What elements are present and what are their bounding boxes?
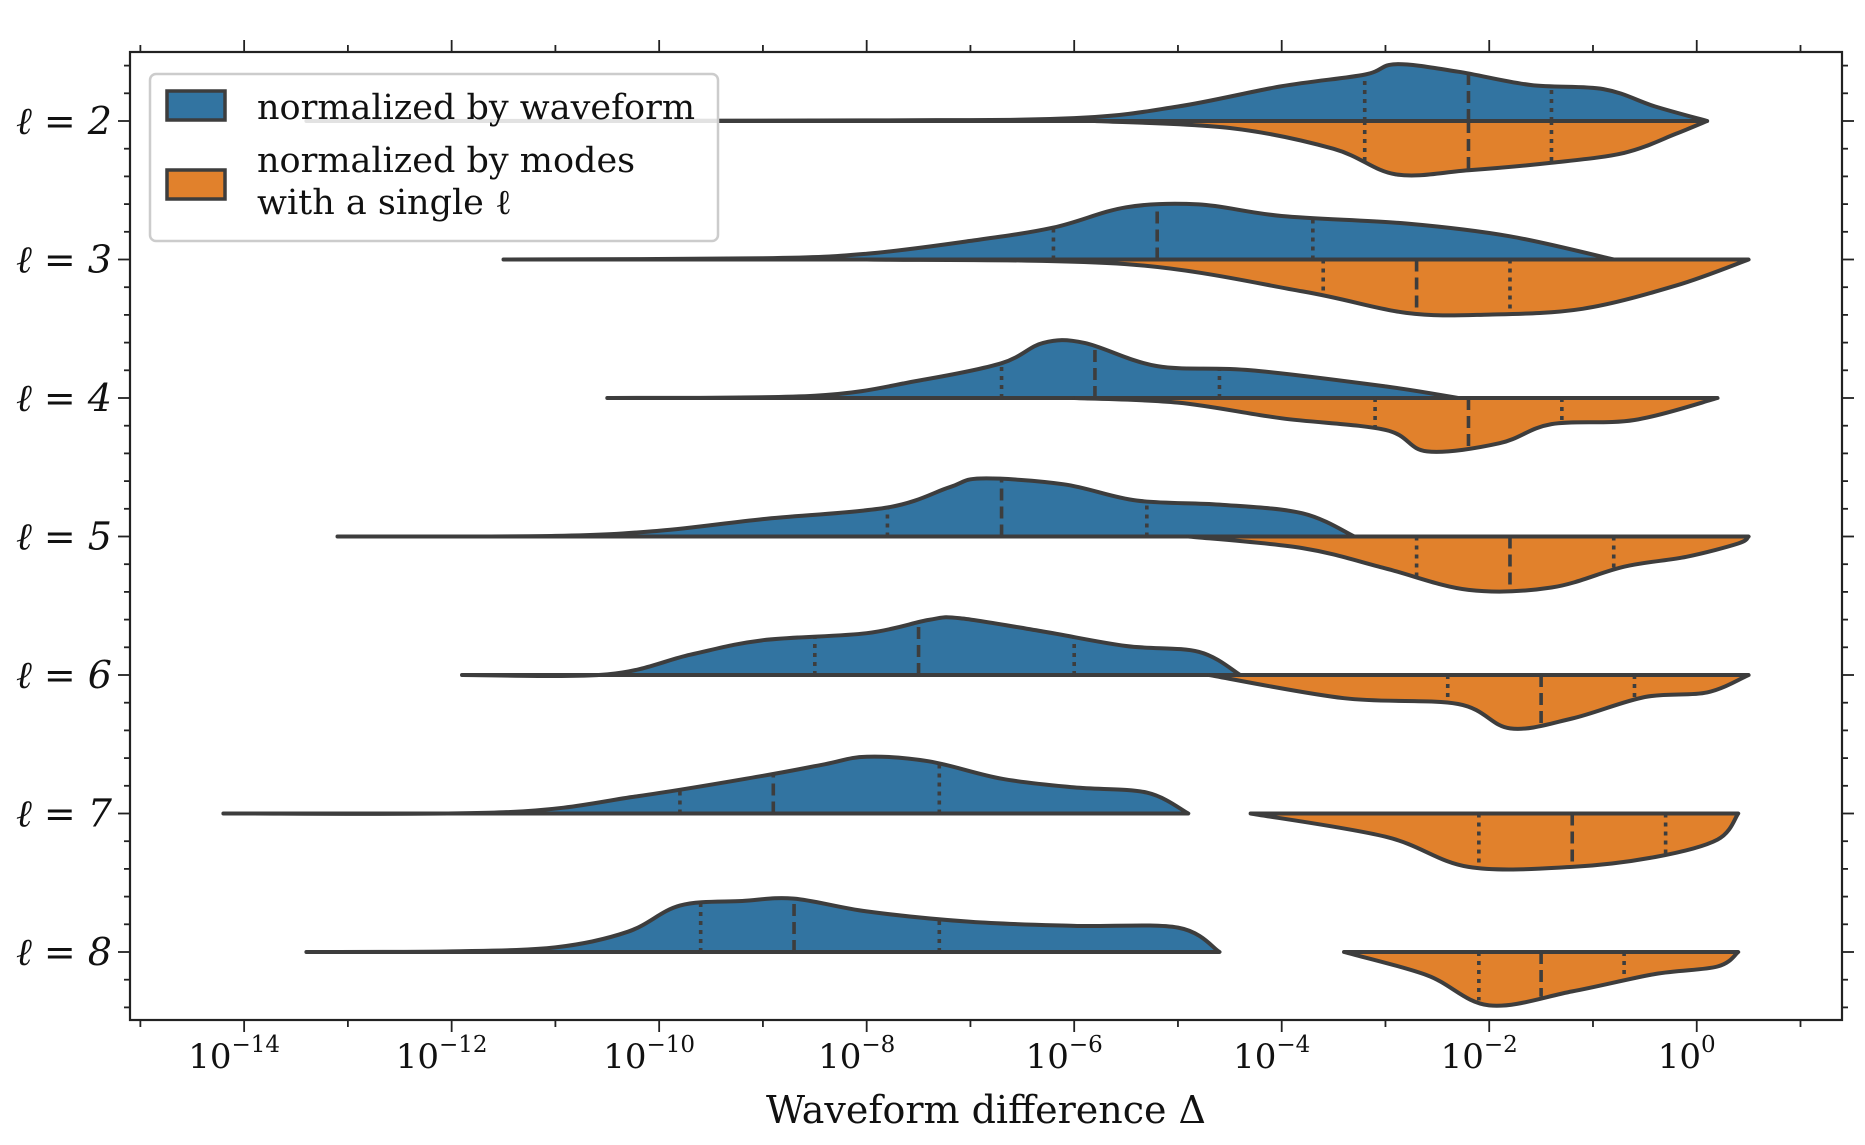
y-tick-label-l4: ℓ = 4 [16, 376, 112, 420]
legend: normalized by waveform normalized by mod… [148, 72, 720, 243]
legend-swatch-waveform [165, 89, 227, 122]
violin-modes-l6 [1207, 673, 1751, 731]
violin-waveform-l5 [335, 476, 1357, 539]
legend-label-modes-line1: normalized by modes [257, 141, 635, 181]
violin-modes-l3 [864, 257, 1751, 318]
y-tick-label-l3: ℓ = 3 [16, 238, 112, 282]
violin-waveform-l6 [460, 615, 1243, 679]
violin-modes-l2 [1092, 119, 1710, 178]
y-tick-label-l6: ℓ = 6 [16, 653, 112, 697]
violin-modes-l5 [1186, 534, 1751, 594]
violin-waveform-l4 [605, 338, 1461, 400]
y-tick-labels: ℓ = 2 ℓ = 3 ℓ = 4 ℓ = 5 ℓ = 6 ℓ = 7 ℓ = 8 [16, 99, 113, 974]
x-tick-label: 10−14 [188, 1032, 280, 1077]
y-tick-label-l8: ℓ = 8 [16, 930, 112, 974]
violin-modes-l4 [1072, 396, 1720, 454]
x-tick-labels: 10−14 10−12 10−10 10−8 10−6 10−4 10−2 100 [188, 1032, 1715, 1077]
legend-swatch-modes [165, 168, 227, 201]
x-tick-label: 10−2 [1441, 1032, 1518, 1077]
legend-frame [148, 72, 720, 243]
plot-frame [128, 50, 1844, 1022]
legend-label-waveform: normalized by waveform [257, 88, 695, 128]
x-axis-label: Waveform difference Δ [766, 1088, 1206, 1132]
x-tick-label: 10−12 [396, 1032, 488, 1077]
x-tick-label: 10−6 [1026, 1032, 1103, 1077]
y-tick-label-l2: ℓ = 2 [16, 99, 112, 143]
x-tick-label: 10−4 [1233, 1032, 1310, 1077]
y-tick-label-l7: ℓ = 7 [16, 792, 113, 836]
violins-layer [221, 62, 1751, 1008]
violin-modes-l7 [1248, 811, 1741, 872]
legend-label-modes-line2: with a single ℓ [257, 183, 512, 223]
y-tick-label-l5: ℓ = 5 [16, 515, 112, 559]
x-tick-label: 100 [1658, 1032, 1716, 1077]
x-tick-label: 10−8 [818, 1032, 895, 1077]
x-tick-label: 10−10 [603, 1032, 695, 1077]
